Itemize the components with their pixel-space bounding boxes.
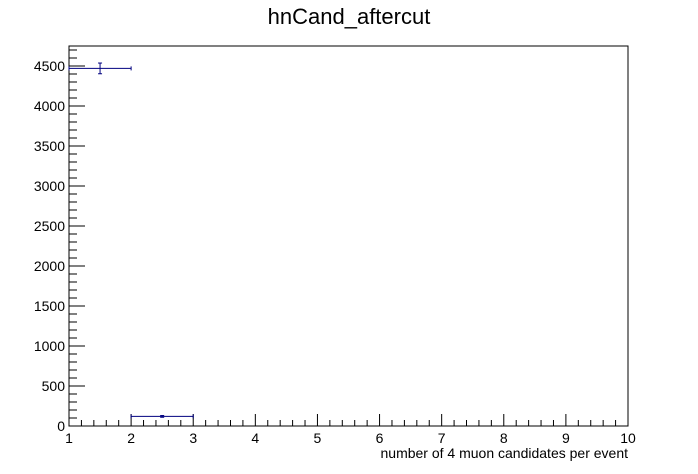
y-tick-label: 3500	[34, 138, 65, 154]
x-tick-label: 8	[500, 430, 508, 446]
x-axis: 1 2 3 4 5 6 7 8 9 10	[65, 414, 636, 446]
histogram-bins	[68, 62, 194, 419]
y-tick-label: 1500	[34, 298, 65, 314]
x-axis-label: number of 4 muon candidates per event	[381, 445, 629, 461]
y-tick-label: 1000	[34, 338, 65, 354]
x-tick-label: 5	[314, 430, 322, 446]
x-tick-label: 6	[376, 430, 384, 446]
x-tick-label: 10	[620, 430, 636, 446]
plot-frame	[68, 45, 629, 427]
y-tick-label: 0	[57, 418, 65, 434]
y-tick-label: 500	[42, 378, 66, 394]
y-tick-label: 2000	[34, 258, 65, 274]
x-tick-label: 9	[562, 430, 570, 446]
histogram-bin	[130, 414, 194, 419]
chart-title: hnCand_aftercut	[268, 4, 431, 29]
y-axis: 0 500 1000 1500 2000 2500 3000 3500 4000 4500	[34, 49, 85, 434]
x-tick-label: 3	[189, 430, 197, 446]
x-tick-label: 7	[438, 430, 446, 446]
histogram-bin	[68, 62, 132, 75]
y-tick-label: 2500	[34, 218, 65, 234]
y-tick-label: 4000	[34, 98, 65, 114]
y-tick-label: 4500	[34, 58, 65, 74]
x-tick-label: 1	[65, 430, 73, 446]
y-tick-label: 3000	[34, 178, 65, 194]
x-tick-label: 4	[251, 430, 259, 446]
x-tick-label: 2	[127, 430, 135, 446]
